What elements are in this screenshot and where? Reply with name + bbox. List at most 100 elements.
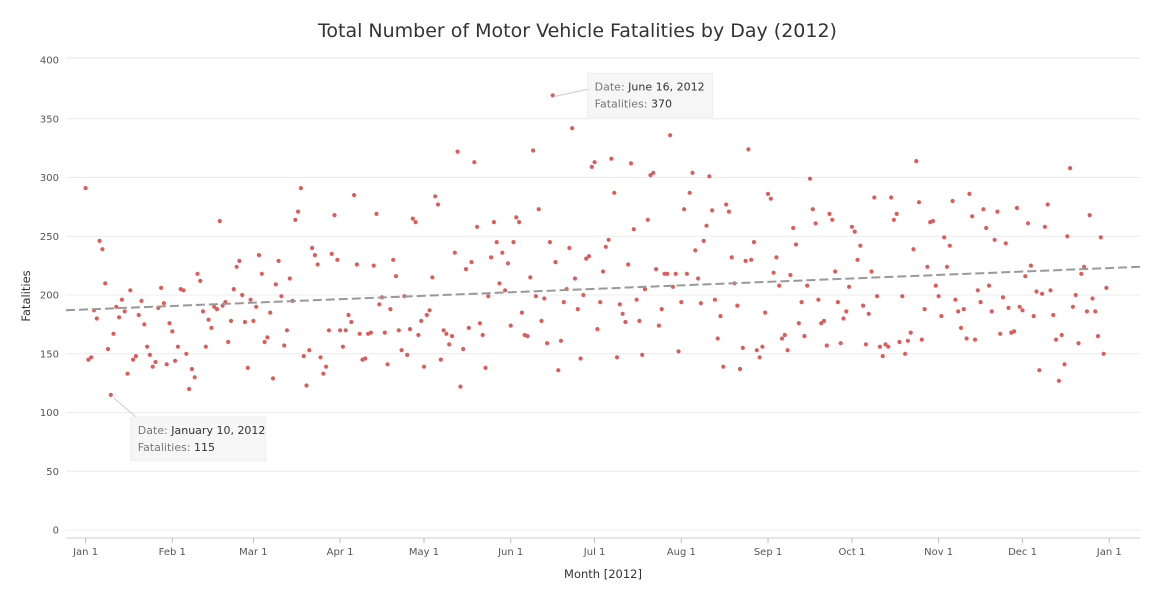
data-point[interactable] <box>939 314 944 319</box>
data-point[interactable] <box>111 331 116 336</box>
data-point[interactable] <box>181 288 186 293</box>
data-point[interactable] <box>777 283 782 288</box>
data-point[interactable] <box>119 297 124 302</box>
data-point[interactable] <box>245 365 250 370</box>
data-point[interactable] <box>872 195 877 200</box>
data-point[interactable] <box>371 263 376 268</box>
data-point[interactable] <box>139 298 144 303</box>
data-point[interactable] <box>486 294 491 299</box>
data-point[interactable] <box>1073 292 1078 298</box>
data-point[interactable] <box>589 164 594 169</box>
data-point[interactable] <box>1079 271 1084 276</box>
data-point[interactable] <box>491 220 496 225</box>
data-point[interactable] <box>1068 166 1073 171</box>
data-point[interactable] <box>545 341 550 346</box>
data-point[interactable] <box>833 269 838 274</box>
data-point[interactable] <box>561 300 566 305</box>
data-point[interactable] <box>198 278 203 283</box>
data-point[interactable] <box>911 247 916 252</box>
data-point[interactable] <box>575 307 580 312</box>
data-point[interactable] <box>592 160 597 165</box>
data-point[interactable] <box>346 312 351 318</box>
data-point[interactable] <box>517 220 522 225</box>
data-point[interactable] <box>421 364 427 369</box>
data-point[interactable] <box>771 270 776 275</box>
data-point[interactable] <box>668 133 673 138</box>
data-point[interactable] <box>335 257 340 262</box>
data-point[interactable] <box>340 344 345 349</box>
data-point[interactable] <box>696 276 701 281</box>
data-point[interactable] <box>813 221 818 226</box>
data-point[interactable] <box>444 331 449 336</box>
data-point[interactable] <box>519 310 525 315</box>
data-point[interactable] <box>970 214 975 219</box>
data-point[interactable] <box>533 294 539 299</box>
data-point[interactable] <box>136 312 141 318</box>
data-point[interactable] <box>475 224 480 229</box>
data-point[interactable] <box>357 331 362 336</box>
data-point[interactable] <box>665 271 670 276</box>
data-point[interactable] <box>861 303 866 308</box>
data-point[interactable] <box>382 330 387 335</box>
data-point[interactable] <box>886 344 891 349</box>
data-point[interactable] <box>1054 337 1059 342</box>
data-point[interactable] <box>869 269 874 274</box>
data-point[interactable] <box>768 196 773 201</box>
data-point[interactable] <box>416 332 421 338</box>
data-point[interactable] <box>343 328 348 333</box>
data-point[interactable] <box>1006 305 1011 310</box>
data-point[interactable] <box>298 186 303 191</box>
data-point[interactable] <box>659 307 664 312</box>
data-point[interactable] <box>819 321 824 326</box>
data-point[interactable] <box>751 240 757 245</box>
data-point[interactable] <box>304 383 309 388</box>
data-point[interactable] <box>673 271 678 276</box>
data-point[interactable] <box>586 254 592 259</box>
data-point[interactable] <box>849 224 855 229</box>
data-point[interactable] <box>958 325 964 330</box>
data-point[interactable] <box>961 307 966 312</box>
data-point[interactable] <box>556 368 561 373</box>
data-point[interactable] <box>547 240 553 245</box>
data-point[interactable] <box>531 148 536 153</box>
data-point[interactable] <box>600 269 606 274</box>
data-point[interactable] <box>838 341 843 346</box>
data-point[interactable] <box>729 255 734 260</box>
data-point[interactable] <box>925 264 930 269</box>
data-point[interactable] <box>877 344 883 349</box>
data-point[interactable] <box>536 207 541 212</box>
data-point[interactable] <box>978 300 983 305</box>
data-point[interactable] <box>701 238 706 243</box>
data-point[interactable] <box>900 294 905 299</box>
data-point[interactable] <box>399 348 404 353</box>
data-point[interactable] <box>930 218 936 224</box>
data-point[interactable] <box>721 364 726 369</box>
data-point[interactable] <box>1098 235 1103 240</box>
data-point[interactable] <box>525 334 530 339</box>
data-point[interactable] <box>558 338 564 343</box>
data-point[interactable] <box>1082 264 1087 269</box>
data-point[interactable] <box>827 211 832 216</box>
data-point[interactable] <box>296 209 301 214</box>
data-point[interactable] <box>438 357 443 362</box>
data-point[interactable] <box>967 191 972 196</box>
data-point[interactable] <box>145 344 150 349</box>
data-point[interactable] <box>757 355 762 360</box>
data-point[interactable] <box>324 364 329 369</box>
data-point[interactable] <box>226 339 231 345</box>
data-point[interactable] <box>103 281 108 286</box>
data-point[interactable] <box>209 325 214 330</box>
data-point[interactable] <box>83 186 88 191</box>
data-point[interactable] <box>992 237 997 242</box>
data-point[interactable] <box>407 327 413 332</box>
data-point[interactable] <box>612 190 617 195</box>
data-point[interactable] <box>737 366 743 372</box>
data-point[interactable] <box>161 301 166 306</box>
data-point[interactable] <box>754 348 759 353</box>
data-point[interactable] <box>254 304 259 309</box>
data-point[interactable] <box>852 229 857 234</box>
data-point[interactable] <box>606 237 611 242</box>
data-point[interactable] <box>715 336 720 341</box>
data-point[interactable] <box>173 358 178 363</box>
data-point[interactable] <box>637 318 642 323</box>
